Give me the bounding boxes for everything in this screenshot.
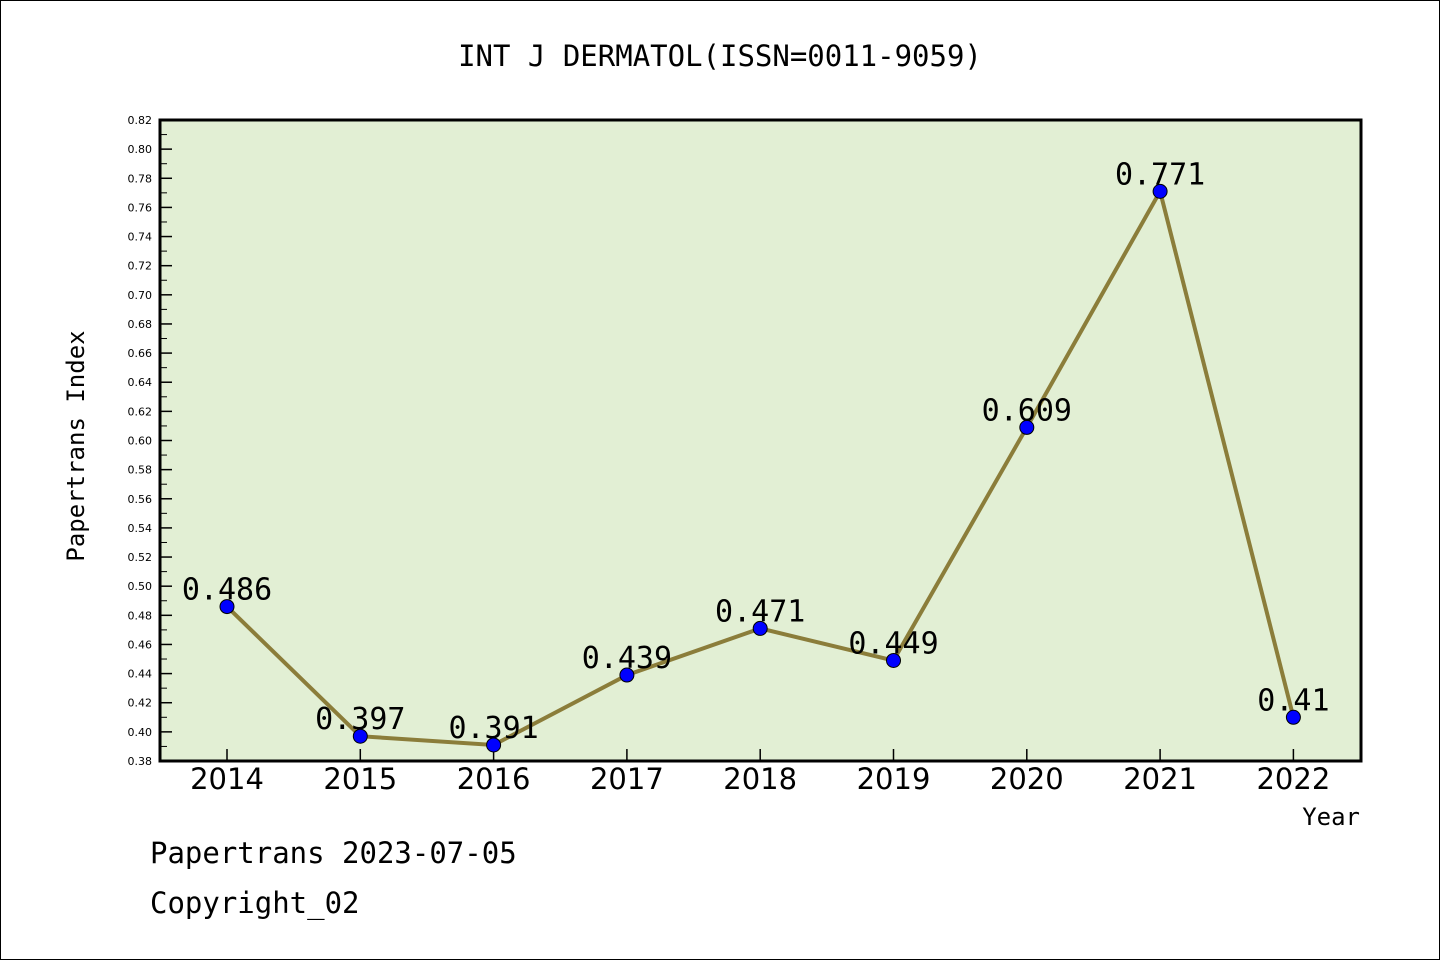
x-tick-label: 2015 — [323, 762, 397, 796]
data-label: 0.391 — [448, 711, 538, 746]
y-tick-label: 0.72 — [128, 260, 153, 273]
y-tick-label: 0.68 — [128, 318, 153, 331]
y-tick-label: 0.40 — [128, 726, 153, 739]
y-tick-label: 0.48 — [128, 609, 153, 622]
y-tick-label: 0.56 — [128, 493, 153, 506]
data-label: 0.471 — [715, 594, 805, 629]
y-tick-label: 0.64 — [128, 376, 153, 389]
x-tick-label: 2014 — [190, 762, 264, 796]
data-point-marker — [486, 737, 502, 753]
plot-area — [158, 118, 1363, 763]
data-point-marker — [886, 652, 901, 668]
y-tick-label: 0.74 — [128, 231, 153, 244]
data-label: 0.439 — [582, 641, 672, 676]
data-point-marker — [1019, 419, 1035, 435]
y-tick-label: 0.50 — [128, 580, 153, 593]
y-axis-label: Papertrans Index — [62, 330, 90, 561]
data-point-marker — [219, 599, 235, 615]
x-tick-label: 2019 — [857, 762, 931, 796]
data-point-marker — [1152, 183, 1168, 199]
x-tick-label: 2020 — [990, 762, 1064, 796]
data-point-marker — [1285, 709, 1301, 725]
footer-date: Papertrans 2023-07-05 — [150, 836, 517, 870]
y-tick-label: 0.46 — [128, 638, 153, 651]
data-label: 0.486 — [182, 573, 272, 608]
y-tick-label: 0.62 — [128, 405, 153, 418]
x-tick-label: 2022 — [1256, 762, 1330, 796]
y-tick-label: 0.80 — [128, 143, 153, 156]
data-label: 0.449 — [848, 626, 938, 661]
series-line-group: 0.486 0.397 0.391 0.439 0.471 0.449 0.609 0.771… — [182, 157, 1330, 753]
y-tick-label: 0.52 — [128, 551, 153, 564]
y-tick-label: 0.42 — [128, 697, 153, 710]
chart-title: INT J DERMATOL(ISSN=0011-9059) — [458, 39, 982, 73]
x-axis: 2014 2015 2016 2017 2018 2019 2020 2021 2022 — [190, 749, 1330, 796]
data-label: 0.771 — [1115, 157, 1205, 192]
x-tick-label: 2017 — [590, 762, 664, 796]
y-tick-label: 0.54 — [128, 522, 153, 535]
y-tick-label: 0.44 — [128, 668, 153, 681]
y-tick-label: 0.38 — [128, 755, 153, 768]
data-label: 0.397 — [315, 702, 405, 737]
y-tick-label: 0.78 — [128, 172, 153, 185]
footer-copyright: Copyright_02 — [150, 886, 360, 920]
data-point-marker — [752, 620, 768, 636]
data-point-marker — [619, 667, 635, 683]
y-tick-label: 0.76 — [128, 201, 153, 214]
data-point-marker — [352, 728, 368, 744]
data-label: 0.609 — [982, 393, 1072, 428]
data-label: 0.41 — [1257, 683, 1329, 718]
x-tick-label: 2018 — [723, 762, 797, 796]
y-tick-label: 0.58 — [128, 464, 153, 477]
y-tick-label: 0.60 — [128, 435, 153, 448]
y-tick-label: 0.66 — [128, 347, 153, 360]
y-axis: 0.38 0.40 0.42 0.44 0.46 0.48 0.50 0.52 0.54 0.56… — [128, 114, 172, 768]
x-tick-label: 2016 — [457, 762, 531, 796]
x-tick-label: 2021 — [1123, 762, 1197, 796]
y-tick-label: 0.82 — [128, 114, 153, 127]
y-tick-label: 0.70 — [128, 289, 153, 302]
x-axis-label: Year — [1302, 803, 1360, 831]
